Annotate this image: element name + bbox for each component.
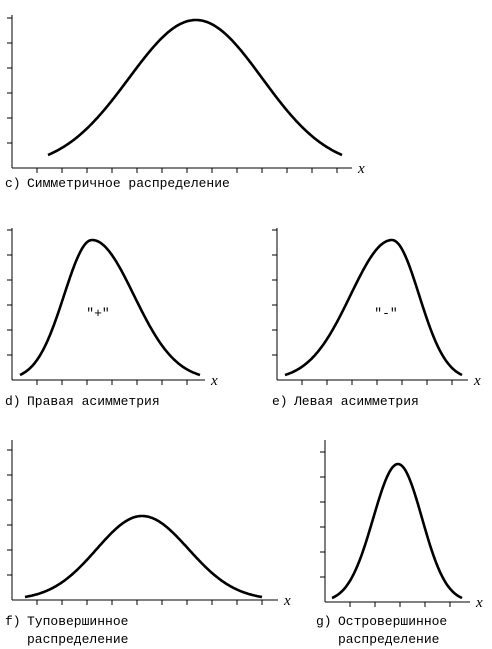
curve: [24, 514, 263, 599]
curve: [331, 462, 463, 600]
caption: распределение: [27, 632, 128, 647]
curve: [19, 238, 201, 377]
caption: Симметричное распределение: [27, 176, 230, 191]
caption-label: e): [272, 394, 288, 409]
caption-label: c): [5, 176, 21, 191]
annotation: "+": [86, 306, 109, 321]
caption: Туповершинное: [27, 614, 128, 629]
caption: Островершинное: [338, 614, 447, 629]
axis-label: x: [283, 593, 291, 609]
curve: [284, 238, 463, 377]
caption: Левая асимметрия: [293, 394, 419, 409]
axis-label: x: [473, 373, 481, 389]
curve: [47, 18, 343, 157]
caption-label: f): [5, 614, 21, 629]
caption-label: g): [316, 614, 332, 629]
axis-label: x: [210, 373, 218, 389]
axis-label: x: [357, 161, 365, 177]
annotation: "-": [374, 306, 397, 321]
caption-label: d): [5, 394, 21, 409]
caption: Правая асимметрия: [27, 394, 160, 409]
caption: распределение: [338, 632, 439, 647]
axis-label: x: [475, 595, 483, 611]
